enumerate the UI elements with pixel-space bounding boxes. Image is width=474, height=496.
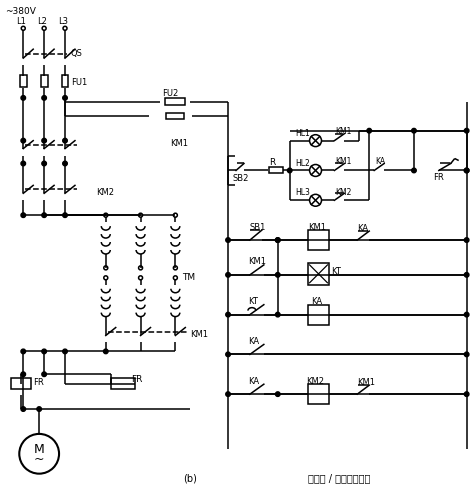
- Text: KM2: KM2: [307, 377, 325, 386]
- Circle shape: [21, 96, 26, 100]
- Circle shape: [63, 96, 67, 100]
- Text: KA: KA: [248, 337, 259, 346]
- Circle shape: [465, 352, 469, 357]
- Circle shape: [21, 407, 26, 411]
- Bar: [41, 74, 47, 87]
- Circle shape: [367, 128, 372, 133]
- Circle shape: [63, 213, 67, 217]
- Text: TM: TM: [182, 273, 195, 282]
- Circle shape: [465, 312, 469, 317]
- Circle shape: [42, 213, 46, 217]
- Circle shape: [275, 312, 280, 317]
- Text: SB2: SB2: [232, 174, 248, 183]
- Circle shape: [42, 96, 46, 100]
- Bar: [11, 378, 31, 389]
- Text: L2: L2: [37, 17, 47, 26]
- Circle shape: [226, 273, 230, 277]
- Circle shape: [103, 349, 108, 354]
- Text: HL3: HL3: [296, 188, 310, 197]
- Circle shape: [63, 161, 67, 166]
- Text: KM1: KM1: [309, 223, 327, 232]
- Circle shape: [37, 407, 41, 411]
- Text: FR: FR: [433, 173, 444, 182]
- Text: ~380V: ~380V: [5, 7, 36, 16]
- Text: KM1: KM1: [357, 378, 375, 387]
- Text: SB1: SB1: [250, 223, 266, 232]
- Circle shape: [465, 168, 469, 173]
- Circle shape: [21, 213, 26, 217]
- Circle shape: [275, 238, 280, 243]
- Text: KT: KT: [331, 267, 341, 276]
- Circle shape: [465, 273, 469, 277]
- Text: HL2: HL2: [296, 159, 310, 168]
- Circle shape: [287, 168, 292, 173]
- Circle shape: [465, 168, 469, 173]
- Text: KA: KA: [375, 157, 385, 166]
- Circle shape: [63, 138, 67, 143]
- Text: FU1: FU1: [71, 78, 87, 87]
- Text: KM2: KM2: [336, 188, 352, 197]
- Bar: [62, 74, 69, 87]
- Circle shape: [226, 238, 230, 243]
- Circle shape: [275, 238, 280, 243]
- Circle shape: [412, 168, 416, 173]
- Text: KA: KA: [311, 297, 323, 306]
- Text: KM1: KM1: [170, 139, 188, 148]
- Circle shape: [465, 238, 469, 243]
- Text: QS: QS: [71, 49, 83, 58]
- Text: L1: L1: [16, 17, 26, 26]
- Circle shape: [275, 392, 280, 396]
- Text: KM1: KM1: [190, 330, 208, 339]
- Text: KM2: KM2: [96, 188, 114, 197]
- Text: (b): (b): [183, 474, 197, 484]
- Text: FR: FR: [33, 378, 44, 387]
- Text: KM1: KM1: [336, 157, 352, 166]
- Bar: [269, 168, 283, 174]
- Circle shape: [226, 392, 230, 396]
- Circle shape: [465, 392, 469, 396]
- Circle shape: [42, 372, 46, 376]
- Circle shape: [42, 161, 46, 166]
- Text: KM1: KM1: [248, 257, 266, 266]
- Bar: [111, 378, 135, 389]
- Text: KT: KT: [248, 297, 258, 306]
- Circle shape: [21, 349, 26, 354]
- Circle shape: [42, 349, 46, 354]
- Circle shape: [275, 273, 280, 277]
- Bar: [308, 384, 329, 404]
- Circle shape: [42, 138, 46, 143]
- Text: FR: FR: [131, 374, 142, 384]
- Text: 头条号 / 全球电气资源: 头条号 / 全球电气资源: [308, 474, 371, 484]
- Bar: [308, 263, 329, 285]
- Bar: [165, 98, 185, 105]
- Text: R: R: [269, 158, 275, 167]
- Text: ~: ~: [34, 453, 45, 466]
- Text: KA: KA: [357, 224, 368, 233]
- Text: M: M: [34, 443, 45, 456]
- Bar: [308, 230, 329, 250]
- Text: KM1: KM1: [336, 127, 352, 136]
- Text: FU2: FU2: [163, 89, 179, 98]
- Text: L3: L3: [58, 17, 68, 26]
- Bar: [166, 113, 184, 119]
- Bar: [308, 305, 329, 324]
- Circle shape: [21, 161, 26, 166]
- Circle shape: [412, 128, 416, 133]
- Text: HL1: HL1: [296, 129, 310, 138]
- Bar: [20, 74, 27, 87]
- Circle shape: [21, 138, 26, 143]
- Circle shape: [226, 352, 230, 357]
- Circle shape: [21, 372, 26, 376]
- Circle shape: [63, 349, 67, 354]
- Circle shape: [226, 312, 230, 317]
- Text: KA: KA: [248, 377, 259, 386]
- Circle shape: [465, 128, 469, 133]
